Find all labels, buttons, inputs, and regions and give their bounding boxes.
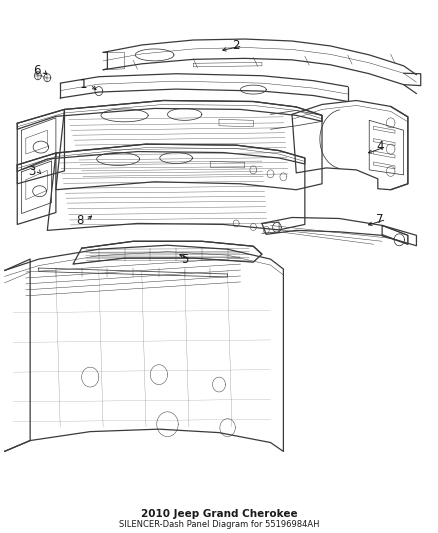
Text: 2: 2	[233, 39, 240, 52]
Text: 6: 6	[33, 64, 40, 77]
Text: SILENCER-Dash Panel Diagram for 55196984AH: SILENCER-Dash Panel Diagram for 55196984…	[119, 520, 319, 529]
Text: 5: 5	[181, 253, 188, 265]
Text: 2010 Jeep Grand Cherokee: 2010 Jeep Grand Cherokee	[141, 509, 297, 519]
Text: 4: 4	[376, 140, 384, 153]
Text: 1: 1	[80, 78, 88, 91]
Text: 8: 8	[76, 214, 83, 228]
Text: 3: 3	[28, 165, 36, 178]
Text: 7: 7	[376, 213, 384, 226]
